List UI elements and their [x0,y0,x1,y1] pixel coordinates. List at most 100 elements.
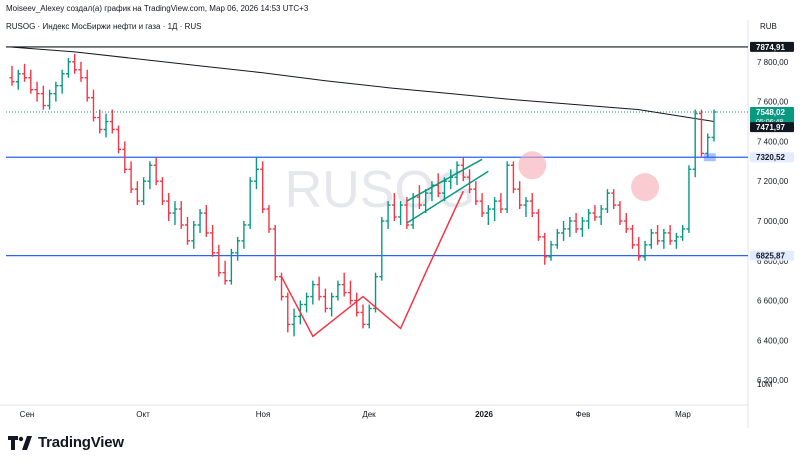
x-tick-label: 2026 [475,410,493,419]
ohlc-bar [467,169,473,194]
moving-average-line [11,46,715,123]
ohlc-bar [623,213,629,233]
ohlc-bar [97,109,103,134]
price-label: 7320,52 [756,153,785,162]
ohlc-bar [567,216,573,237]
ohlc-bar [661,228,667,249]
ohlc-bar [536,209,541,241]
ohlc-bar [40,85,46,110]
highlight-circle [518,151,547,180]
y-tick-label: 7 600,00 [757,98,789,107]
currency-label[interactable]: RUB [760,22,777,31]
ohlc-bar [441,177,447,202]
x-tick-label: Ноя [256,410,271,419]
ohlc-bar [103,113,109,138]
wedge-line-green [406,158,483,202]
ohlc-bar [391,193,397,221]
ohlc-bar [698,109,704,158]
price-label-box [750,152,794,163]
ohlc-bar [554,228,560,249]
ohlc-bar [141,177,147,206]
volume-scale-label: 10M [757,380,773,389]
ohlc-bar [316,276,322,301]
ohlc-bar [680,224,686,241]
ohlc-bar [561,220,567,241]
ohlc-bar [166,193,172,221]
ohlc-bar [34,81,40,102]
ohlc-bar [636,236,642,261]
ohlc-bar [291,308,297,337]
ohlc-bar [692,109,698,178]
ohlc-bar [523,197,529,217]
ohlc-bar [322,288,328,313]
ohlc-bar [335,280,341,301]
price-label: 7548,02 [756,108,785,117]
range-marker [703,153,716,162]
ohlc-bar [134,181,140,206]
ohlc-bar [360,304,366,329]
ohlc-bar [648,228,654,249]
brand-footer[interactable]: TradingView [8,434,124,451]
ohlc-bar [548,240,554,261]
y-tick-label: 6 400,00 [757,336,789,345]
ohlc-bar [492,197,498,221]
symbol-info[interactable]: RUSOG · Индекс МосБиржи нефти и газа · 1… [6,22,202,31]
ohlc-bar [366,304,372,329]
ohlc-bar [416,185,422,210]
ohlc-bar [109,109,115,134]
ohlc-bar [473,181,479,206]
ohlc-bar [667,224,673,245]
price-label: 6825,87 [756,252,785,261]
ohlc-bar [266,205,272,233]
highlight-circle [631,173,660,202]
ohlc-bar [329,292,335,317]
ohlc-bar [228,248,234,285]
ohlc-bar [28,69,34,94]
ohlc-bar [573,213,579,233]
ohlc-bar [203,205,209,237]
ohlc-bar [216,244,222,277]
x-tick-label: Окт [136,410,150,419]
x-tick-label: Мар [675,410,691,419]
y-tick-label: 7 200,00 [757,177,789,186]
ohlc-bar [185,216,190,245]
wedge-line-green [406,170,489,224]
ohlc-bar [542,232,548,265]
ohlc-bar [241,220,247,249]
x-tick-label: Сен [20,410,35,419]
price-label-box [750,122,794,133]
ohlc-bar [517,181,523,210]
y-tick-label: 6 800,00 [757,257,789,266]
ohlc-bar [379,216,385,281]
price-label: 7874,91 [756,43,785,52]
ohlc-bar [310,280,316,305]
ohlc-bar [341,272,347,297]
x-tick-label: Дек [362,410,376,419]
ohlc-bar [90,89,96,122]
ohlc-bar [247,177,253,229]
ohlc-bar [304,292,310,313]
ohlc-bar [598,205,604,225]
y-tick-label: 6 600,00 [757,297,789,306]
ohlc-bar [65,57,71,78]
price-label-box [750,250,794,261]
ohlc-bar [253,157,259,190]
ohlc-bar [354,292,360,317]
ohlc-bar [655,224,661,245]
ohlc-bar [504,161,510,214]
ohlc-bar [711,109,717,142]
y-tick-label: 7 800,00 [757,58,789,67]
price-label-box [750,41,794,52]
ohlc-bar [210,224,216,257]
ohlc-bar [191,220,197,249]
brand-name: TradingView [38,434,124,451]
ohlc-bar [128,161,134,194]
ohlc-bar [510,161,516,194]
ohlc-bar [642,240,648,261]
ohlc-bar [116,125,122,154]
pattern-line-red [280,190,464,338]
ohlc-bar [147,161,153,190]
ohlc-bar [592,205,598,221]
ohlc-bar [705,133,711,158]
